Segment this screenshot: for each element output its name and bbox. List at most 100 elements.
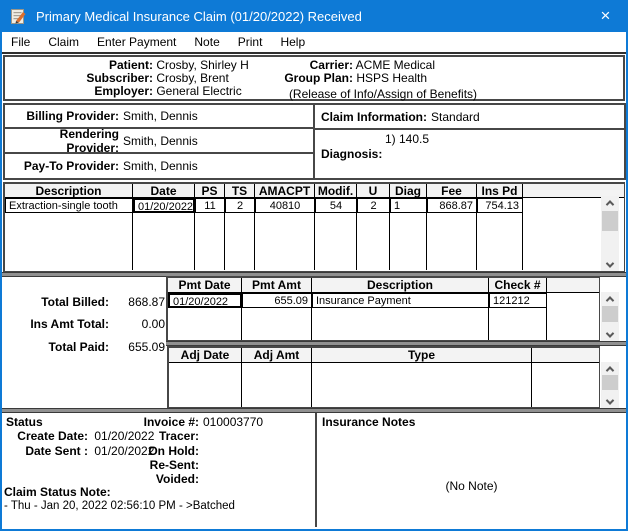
menu-help[interactable]: Help xyxy=(280,35,306,49)
procedure-row[interactable]: Extraction-single tooth 01/20/2022 11 2 … xyxy=(5,198,523,213)
re-sent-label: Re-Sent: xyxy=(149,458,199,472)
create-date-value: 01/20/2022 xyxy=(94,429,155,443)
procedure-date-cell[interactable]: 01/20/2022 xyxy=(133,198,195,213)
menu-file[interactable]: File xyxy=(11,35,31,49)
total-billed-value: 868.87 xyxy=(128,295,165,309)
procedure-inspd-cell[interactable]: 754.13 xyxy=(477,198,523,213)
payto-provider-row: Pay-To Provider: Smith, Dennis xyxy=(5,154,313,178)
procedure-table: Description Date PS TS AMACPT Modif. U D… xyxy=(3,182,625,272)
employer-label: Employer: xyxy=(94,84,153,98)
total-paid-value: 655.09 xyxy=(128,340,165,354)
adjustment-table: Adj Date Adj Amt Type xyxy=(167,346,600,408)
scrollbar-thumb[interactable] xyxy=(602,211,618,231)
payto-provider-value: Smith, Dennis xyxy=(123,159,198,173)
col-pmt-date: Pmt Date xyxy=(168,278,242,292)
patient-row: Patient: Crosby, Shirley H xyxy=(7,59,249,72)
scroll-up-icon[interactable] xyxy=(601,292,619,305)
subscriber-value: Crosby, Brent xyxy=(156,71,229,85)
diagnosis-code: 1) 140.5 xyxy=(385,132,430,146)
menu-claim[interactable]: Claim xyxy=(48,35,80,49)
payment-row[interactable]: 01/20/2022 655.09 Insurance Payment 1212… xyxy=(168,293,547,308)
window-title: Primary Medical Insurance Claim (01/20/2… xyxy=(36,8,362,24)
group-plan-value: HSPS Health xyxy=(356,71,428,85)
col-fee: Fee xyxy=(427,184,477,197)
claim-status-note-value: - Thu - Jan 20, 2022 02:56:10 PM - >Batc… xyxy=(4,500,235,512)
col-ts: TS xyxy=(225,184,255,197)
tracer-label: Tracer: xyxy=(158,429,199,443)
scroll-up-icon[interactable] xyxy=(601,362,619,375)
patient-info-panel: Patient: Crosby, Shirley H Subscriber: C… xyxy=(3,55,625,101)
scroll-down-icon[interactable] xyxy=(601,258,619,271)
employer-value: General Electric xyxy=(156,84,242,98)
invoice-value: 010003770 xyxy=(203,415,264,429)
payment-description-cell[interactable]: Insurance Payment xyxy=(312,293,489,308)
title-bar: Primary Medical Insurance Claim (01/20/2… xyxy=(2,0,626,32)
col-u: U xyxy=(357,184,390,197)
payment-scrollbar[interactable] xyxy=(601,292,619,341)
scrollbar-thumb[interactable] xyxy=(602,306,618,322)
payment-table-body: 01/20/2022 655.09 Insurance Payment 1212… xyxy=(168,293,599,340)
total-billed-label: Total Billed: xyxy=(41,295,109,309)
procedure-amacpt-cell[interactable]: 40810 xyxy=(255,198,315,213)
col-pmt-amt: Pmt Amt xyxy=(242,278,312,292)
col-adj-date: Adj Date xyxy=(169,348,242,362)
billing-provider-label: Billing Provider: xyxy=(26,109,119,123)
adjustment-table-header: Adj Date Adj Amt Type xyxy=(169,348,599,363)
diagnosis-box: 1) 140.5 Diagnosis: xyxy=(315,130,624,178)
adjustment-table-body xyxy=(169,363,599,407)
close-button[interactable]: × xyxy=(600,6,611,25)
billing-provider-row: Billing Provider: Smith, Dennis xyxy=(5,105,313,129)
col-filler xyxy=(532,348,599,362)
on-hold-label: On Hold: xyxy=(148,444,199,458)
claim-edit-icon xyxy=(11,8,26,24)
scroll-down-icon[interactable] xyxy=(601,395,619,408)
billing-provider-value: Smith, Dennis xyxy=(123,109,198,123)
payment-check-cell[interactable]: 121212 xyxy=(489,293,547,308)
procedure-scrollbar[interactable] xyxy=(601,196,619,271)
col-inspd: Ins Pd xyxy=(477,184,523,197)
patient-label: Patient: xyxy=(108,58,153,72)
rendering-provider-row: Rendering Provider: Smith, Dennis xyxy=(5,126,313,155)
claim-information-row: Claim Information: Standard xyxy=(315,105,624,130)
payment-date-cell[interactable]: 01/20/2022 xyxy=(168,293,242,308)
rendering-provider-value: Smith, Dennis xyxy=(123,133,198,148)
procedure-table-body: Extraction-single tooth 01/20/2022 11 2 … xyxy=(5,198,624,270)
procedure-ps-cell[interactable]: 11 xyxy=(195,198,225,213)
ins-amt-total-value: 0.00 xyxy=(141,317,165,331)
procedure-diag-cell[interactable]: 1 xyxy=(390,198,427,213)
ins-amt-total-row: Ins Amt Total: 0.00 xyxy=(2,317,165,331)
col-pmt-description: Description xyxy=(312,278,489,292)
procedure-description-cell[interactable]: Extraction-single tooth xyxy=(5,198,133,213)
menu-print[interactable]: Print xyxy=(237,35,263,49)
total-paid-row: Total Paid: 655.09 xyxy=(2,340,165,354)
rendering-provider-label: Rendering Provider: xyxy=(59,126,119,155)
col-check-num: Check # xyxy=(489,278,547,292)
insurance-notes-body: (No Note) xyxy=(445,479,498,493)
procedure-fee-cell[interactable]: 868.87 xyxy=(427,198,477,213)
menu-enter-payment[interactable]: Enter Payment xyxy=(97,35,177,49)
date-sent-row: Date Sent : 01/20/2022 xyxy=(6,445,154,458)
menu-note[interactable]: Note xyxy=(194,35,220,49)
scrollbar-thumb[interactable] xyxy=(602,375,618,390)
scroll-up-icon[interactable] xyxy=(601,196,619,209)
voided-label: Voided: xyxy=(155,472,199,486)
col-modif: Modif. xyxy=(315,184,357,197)
patient-value: Crosby, Shirley H xyxy=(156,58,249,72)
section-separator xyxy=(166,341,626,346)
invoice-label: Invoice #: xyxy=(143,415,199,429)
diagnosis-label: Diagnosis: xyxy=(321,147,383,161)
procedure-ts-cell[interactable]: 2 xyxy=(225,198,255,213)
create-date-row: Create Date: 01/20/2022 xyxy=(6,430,154,443)
group-plan-label: Group Plan: xyxy=(284,71,353,85)
insurance-notes-panel: Insurance Notes (No Note) xyxy=(315,413,626,527)
col-amacpt: AMACPT xyxy=(255,184,315,197)
employer-row: Employer: General Electric xyxy=(7,84,242,98)
adjustment-scrollbar[interactable] xyxy=(601,362,619,408)
payment-amt-cell[interactable]: 655.09 xyxy=(242,293,312,308)
procedure-u-cell[interactable]: 2 xyxy=(357,198,390,213)
procedure-modif-cell[interactable]: 54 xyxy=(315,198,357,213)
provider-panel: Billing Provider: Smith, Dennis Renderin… xyxy=(3,103,315,180)
date-sent-value: 01/20/2022 xyxy=(94,444,155,458)
scroll-down-icon[interactable] xyxy=(601,328,619,341)
